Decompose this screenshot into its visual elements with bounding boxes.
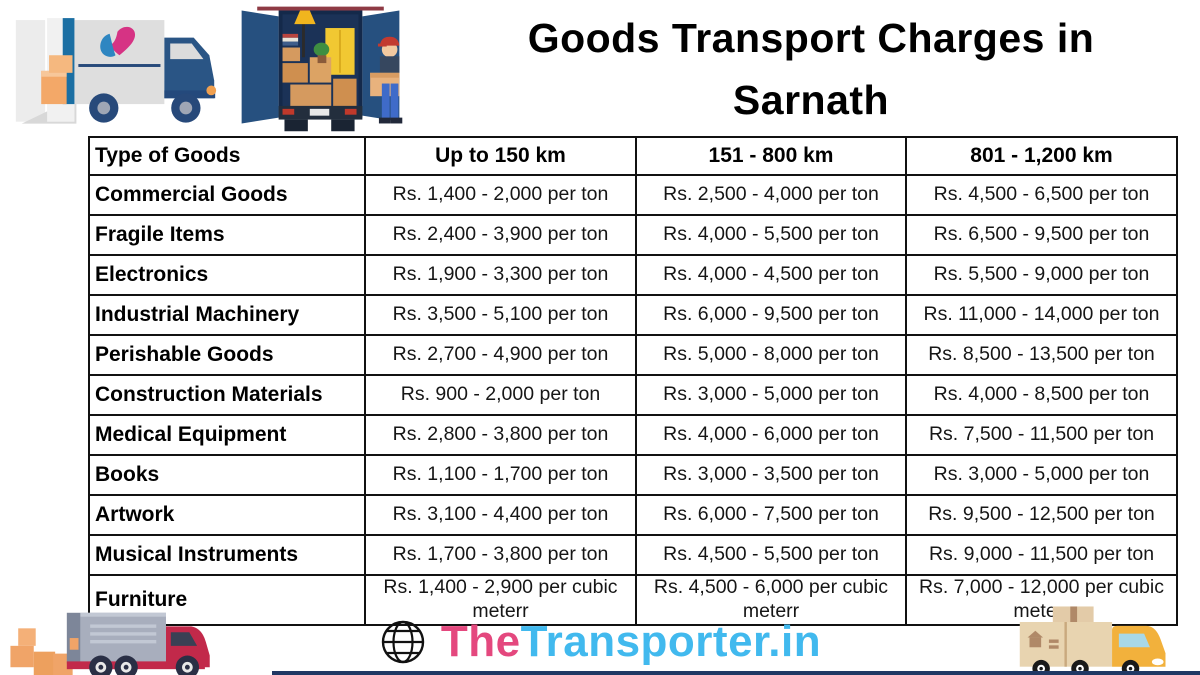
rate-cell: Rs. 11,000 - 14,000 per ton [905,294,1178,336]
rate-cell: Rs. 2,700 - 4,900 per ton [364,334,637,376]
rate-cell: Rs. 1,400 - 2,900 per cubic meterr [364,574,637,626]
rate-cell: Rs. 6,500 - 9,500 per ton [905,214,1178,256]
loading-truck-rear-illustration [228,0,413,138]
table-row: Fragile Items Rs. 2,400 - 3,900 per ton Rs… [88,214,1178,256]
rate-cell: Rs. 900 - 2,000 per ton [364,374,637,416]
rate-cell: Rs. 3,000 - 5,000 per ton [905,454,1178,496]
table-row: Medical Equipment Rs. 2,800 - 3,800 per t… [88,414,1178,456]
page-title-line2: Sarnath [732,76,890,123]
rate-cell: Rs. 4,500 - 6,000 per cubic meterr [635,574,907,626]
rate-cell: Rs. 5,000 - 8,000 per ton [635,334,907,376]
globe-icon [381,620,425,664]
col-header-801-1200km: 801 - 1,200 km [905,136,1178,176]
table-row: Artwork Rs. 3,100 - 4,400 per ton Rs. 6,00… [88,494,1178,536]
goods-type-cell: Books [88,454,366,496]
col-header-151-800km: 151 - 800 km [635,136,907,176]
rate-cell: Rs. 1,900 - 3,300 per ton [364,254,637,296]
rate-cell: Rs. 4,500 - 6,500 per ton [905,174,1178,216]
table-row: Musical Instruments Rs. 1,700 - 3,800 per… [88,534,1178,576]
rate-cell: Rs. 4,500 - 5,500 per ton [635,534,907,576]
brand-transporter-in: Transporter.in [520,617,822,666]
moving-truck-side-icon [15,18,217,124]
rate-cell: Rs. 1,400 - 2,000 per ton [364,174,637,216]
table-row: Commercial Goods Rs. 1,400 - 2,000 per to… [88,174,1178,216]
rate-cell: Rs. 4,000 - 8,500 per ton [905,374,1178,416]
table-row: Industrial Machinery Rs. 3,500 - 5,100 pe… [88,294,1178,336]
col-header-type-of-goods: Type of Goods [88,136,366,176]
goods-type-cell: Electronics [88,254,366,296]
rate-cell: Rs. 3,000 - 3,500 per ton [635,454,907,496]
page-title-line1: Goods Transport Charges in [527,15,1095,61]
table-row: Construction Materials Rs. 900 - 2,000 pe… [88,374,1178,416]
bottom-accent-line [272,671,1200,675]
goods-type-cell: Industrial Machinery [88,294,366,336]
rate-cell: Rs. 3,500 - 5,100 per ton [364,294,637,336]
rate-cell: Rs. 5,500 - 9,000 per ton [905,254,1178,296]
moving-truck-side-illustration [8,4,223,132]
goods-type-cell: Medical Equipment [88,414,366,456]
rate-cell: Rs. 3,100 - 4,400 per ton [364,494,637,536]
table-row: Electronics Rs. 1,900 - 3,300 per ton Rs. … [88,254,1178,296]
footer-brand: TheTransporter.in [0,612,1200,672]
brand-the: The [440,617,521,666]
rate-cell: Rs. 4,000 - 6,000 per ton [635,414,907,456]
goods-type-cell: Furniture [88,574,366,626]
col-header-up-to-150km: Up to 150 km [364,136,637,176]
page-title: Goods Transport Charges in Sarnath [430,8,1192,131]
rate-cell: Rs. 7,500 - 11,500 per ton [905,414,1178,456]
rate-cell: Rs. 6,000 - 7,500 per ton [635,494,907,536]
rate-cell: Rs. 2,400 - 3,900 per ton [364,214,637,256]
rate-cell: Rs. 3,000 - 5,000 per ton [635,374,907,416]
brand-wordmark: TheTransporter.in [441,620,821,664]
goods-type-cell: Construction Materials [88,374,366,416]
table-row: Furniture Rs. 1,400 - 2,900 per cubic met… [88,574,1178,626]
goods-type-cell: Commercial Goods [88,174,366,216]
loading-truck-rear-icon [241,6,403,132]
yellow-delivery-truck-icon [1019,606,1166,675]
rate-cell: Rs. 1,700 - 3,800 per ton [364,534,637,576]
table-header-row: Type of Goods Up to 150 km 151 - 800 km … [88,136,1178,176]
goods-type-cell: Musical Instruments [88,534,366,576]
rate-cell: Rs. 8,500 - 13,500 per ton [905,334,1178,376]
rate-cell: Rs. 4,000 - 5,500 per ton [635,214,907,256]
red-cargo-truck-icon [10,612,210,675]
rate-cell: Rs. 7,000 - 12,000 per cubic meterr [905,574,1178,626]
yellow-delivery-truck-illustration [1012,604,1182,675]
charges-table-body: Commercial Goods Rs. 1,400 - 2,000 per to… [88,174,1178,626]
mover-person-illustration [370,36,403,124]
goods-type-cell: Fragile Items [88,214,366,256]
rate-cell: Rs. 1,100 - 1,700 per ton [364,454,637,496]
rate-cell: Rs. 2,500 - 4,000 per ton [635,174,907,216]
rate-cell: Rs. 9,000 - 11,500 per ton [905,534,1178,576]
goods-type-cell: Artwork [88,494,366,536]
red-cargo-truck-illustration [8,605,218,675]
rate-cell: Rs. 4,000 - 4,500 per ton [635,254,907,296]
rate-cell: Rs. 2,800 - 3,800 per ton [364,414,637,456]
charges-table: Type of Goods Up to 150 km 151 - 800 km … [88,136,1178,626]
table-row: Books Rs. 1,100 - 1,700 per ton Rs. 3,000 … [88,454,1178,496]
charges-table-element: Type of Goods Up to 150 km 151 - 800 km … [88,136,1178,626]
rate-cell: Rs. 6,000 - 9,500 per ton [635,294,907,336]
table-row: Perishable Goods Rs. 2,700 - 4,900 per to… [88,334,1178,376]
goods-type-cell: Perishable Goods [88,334,366,376]
rate-cell: Rs. 9,500 - 12,500 per ton [905,494,1178,536]
